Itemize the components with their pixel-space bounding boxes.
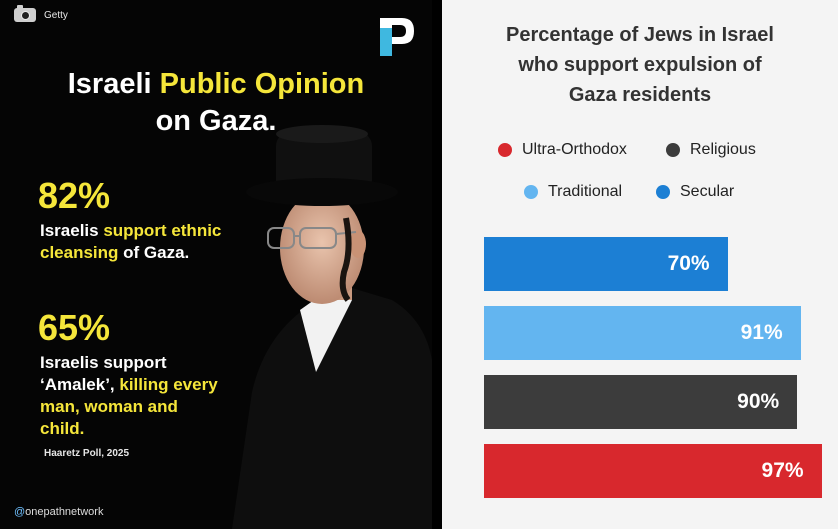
legend-item-religious: Religious xyxy=(666,141,756,159)
chart-title-line-2: who support expulsion of xyxy=(518,54,762,76)
stat-text: of Gaza. xyxy=(118,243,190,262)
bar-value-label: 91% xyxy=(740,321,783,344)
stat-text: Israelis xyxy=(40,221,104,240)
handle-at: @ xyxy=(14,506,26,518)
stat-text-1: Israelis support ethnic cleansing of Gaza… xyxy=(40,220,221,264)
headline-part1: Israeli xyxy=(67,68,160,100)
stat-line: child. xyxy=(40,418,218,440)
bar-secular: 70% xyxy=(484,237,728,291)
stat-highlight-text: child. xyxy=(40,419,85,438)
legend-label-religious: Religious xyxy=(690,141,756,158)
legend-label-secular: Secular xyxy=(680,183,735,200)
source-note: Haaretz Poll, 2025 xyxy=(44,448,130,459)
legend-item-ultra-orthodox: Ultra-Orthodox xyxy=(498,141,627,159)
stat-highlight-text: cleansing xyxy=(40,243,119,262)
chart-title-line-1: Percentage of Jews in Israel xyxy=(506,24,774,46)
stat-line: cleansing of Gaza. xyxy=(40,242,221,264)
stat-value-2: 65% xyxy=(38,307,111,348)
bar-traditional: 91% xyxy=(484,306,801,360)
legend-dot-religious xyxy=(666,143,680,157)
photo-credit-label: Getty xyxy=(44,9,68,21)
legend-item-secular: Secular xyxy=(656,183,734,201)
stat-line: ‘Amalek’, killing every xyxy=(40,374,218,396)
headline: Israeli Public Opinion on Gaza. xyxy=(0,66,432,140)
camera-icon xyxy=(14,5,36,22)
bar-value-label: 90% xyxy=(737,390,780,413)
chart-title: Percentage of Jews in Israel who support… xyxy=(442,20,838,110)
bar-ultra-orthodox: 97% xyxy=(484,444,822,498)
panel-divider xyxy=(432,0,442,529)
chart-panel: Percentage of Jews in Israel who support… xyxy=(442,0,838,529)
person-photo xyxy=(267,125,372,372)
chart-title-line-3: Gaza residents xyxy=(568,84,712,106)
legend-label-ultra-orthodox: Ultra-Orthodox xyxy=(522,141,627,158)
stat-line: Israelis support xyxy=(40,352,218,374)
stat-highlight-text: man, woman and xyxy=(40,397,178,416)
onepath-logo-icon xyxy=(380,18,414,56)
headline-line2: on Gaza. xyxy=(155,105,277,137)
stat-text: Israelis support xyxy=(40,353,167,372)
infographic-panel: Getty Israeli Public Opinion on Gaza. 82… xyxy=(0,5,432,518)
legend-label-traditional: Traditional xyxy=(548,183,623,200)
stat-highlight-text: killing every xyxy=(119,375,218,394)
stat-line: Israelis support ethnic xyxy=(40,220,221,242)
handle-name: onepathnetwork xyxy=(25,506,104,518)
stat-value-1: 82% xyxy=(38,175,111,216)
legend-dot-traditional xyxy=(524,185,538,199)
stat-text: ‘Amalek’, xyxy=(40,375,120,394)
legend-item-traditional: Traditional xyxy=(524,183,622,201)
legend-dot-ultra-orthodox xyxy=(498,143,512,157)
stat-line: man, woman and xyxy=(40,396,218,418)
social-handle: @onepathnetwork xyxy=(14,506,103,518)
bar-value-label: 70% xyxy=(667,252,710,275)
stat-highlight-text: support ethnic xyxy=(103,221,222,240)
photo-credit: Getty xyxy=(14,5,68,22)
legend-dot-secular xyxy=(656,185,670,199)
bar-religious: 90% xyxy=(484,375,798,429)
headline-highlight: Public Opinion xyxy=(159,68,365,100)
bar-value-label: 97% xyxy=(761,459,804,482)
stat-text-2: Israelis support ‘Amalek’, killing every m… xyxy=(40,352,218,440)
